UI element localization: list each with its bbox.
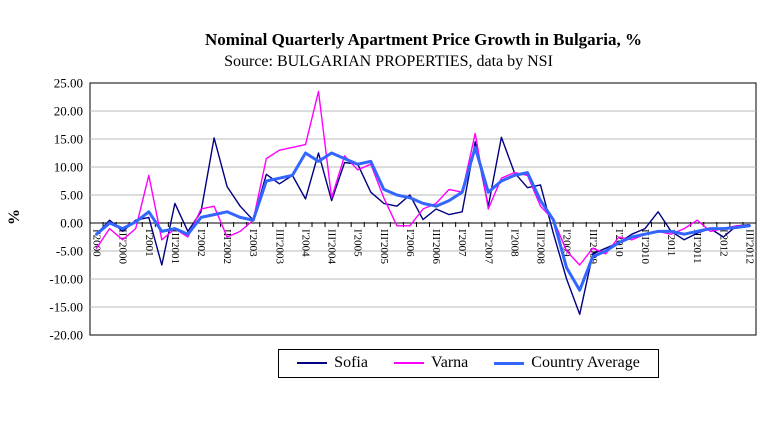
y-tick-label: 25.00 bbox=[54, 77, 83, 91]
legend-label-sofia: Sofia bbox=[334, 354, 368, 371]
chart-subtitle: Source: BULGARIAN PROPERTIES, data by NS… bbox=[224, 53, 553, 70]
y-tick-label: 10.00 bbox=[54, 160, 83, 175]
legend-label-varna: Varna bbox=[430, 354, 469, 371]
x-tick-label: III'2008 bbox=[535, 229, 547, 264]
legend-item-country-average: Country Average bbox=[494, 354, 640, 372]
y-axis-label: % bbox=[6, 209, 23, 225]
y-tick-label: 0.00 bbox=[60, 216, 83, 231]
y-tick-label: 5.00 bbox=[60, 188, 83, 203]
x-tick-label: I'2003 bbox=[247, 229, 259, 257]
x-tick-label: III'2001 bbox=[169, 229, 181, 264]
y-tick-label: -15.00 bbox=[49, 300, 83, 315]
x-tick-label: III'2011 bbox=[691, 229, 703, 264]
x-tick-label: I'2012 bbox=[717, 229, 729, 257]
x-tick-label: III'2006 bbox=[430, 229, 442, 264]
legend-line-sample-sofia bbox=[297, 362, 328, 364]
legend-line-sample-varna bbox=[393, 362, 424, 364]
series-line-country-average bbox=[95, 145, 751, 292]
x-tick-label: I'2008 bbox=[508, 229, 520, 257]
legend-item-varna: Varna bbox=[393, 354, 469, 372]
chart-plot: -20.00 -15.00 -10.00 -5.00 0.00 5.00 10.00 15.0… bbox=[49, 76, 757, 343]
legend-label-country-average: Country Average bbox=[531, 354, 640, 371]
series-line-sofia bbox=[95, 136, 751, 316]
x-tick-label: I'2007 bbox=[456, 229, 468, 257]
y-tick-label: 20.00 bbox=[54, 104, 83, 119]
x-tick-label: III'2003 bbox=[273, 229, 285, 264]
y-tick-label: 15.00 bbox=[54, 132, 83, 147]
x-tick-label: III'2007 bbox=[482, 229, 494, 264]
y-tick-label: -5.00 bbox=[56, 244, 83, 259]
x-tick-label: I'2000 bbox=[91, 229, 103, 257]
x-tick-label: I'2006 bbox=[404, 229, 416, 257]
x-tick-label: I'2009 bbox=[561, 229, 573, 257]
x-tick-label: I'2011 bbox=[665, 229, 677, 256]
y-tick-label: -10.00 bbox=[49, 272, 83, 287]
x-tick-label: III'2005 bbox=[378, 229, 390, 264]
x-tick-label: III'2012 bbox=[743, 229, 755, 264]
x-tick-label: I'2001 bbox=[143, 229, 155, 257]
legend-row: Sofia Varna Country Average bbox=[0, 349, 777, 378]
x-tick-label: III'2000 bbox=[117, 229, 129, 264]
x-tick-label: III'2010 bbox=[639, 229, 651, 264]
legend-item-sofia: Sofia bbox=[297, 354, 368, 372]
plot-wrap: % -20.00 -15.00 -10.00 -5.00 0.00 5.00 10.00 15… bbox=[0, 76, 777, 343]
y-tick-label: -20.00 bbox=[49, 328, 83, 342]
x-tick-label: I'2002 bbox=[195, 229, 207, 257]
x-tick-label: I'2005 bbox=[352, 229, 364, 257]
x-tick-label: I'2004 bbox=[299, 229, 311, 257]
chart-title: Nominal Quarterly Apartment Price Growth… bbox=[205, 30, 642, 49]
legend: Sofia Varna Country Average bbox=[278, 349, 659, 378]
legend-line-sample-country-average bbox=[494, 361, 525, 365]
x-tick-label: III'2004 bbox=[326, 229, 338, 264]
x-tick-label: III'2002 bbox=[221, 229, 233, 264]
